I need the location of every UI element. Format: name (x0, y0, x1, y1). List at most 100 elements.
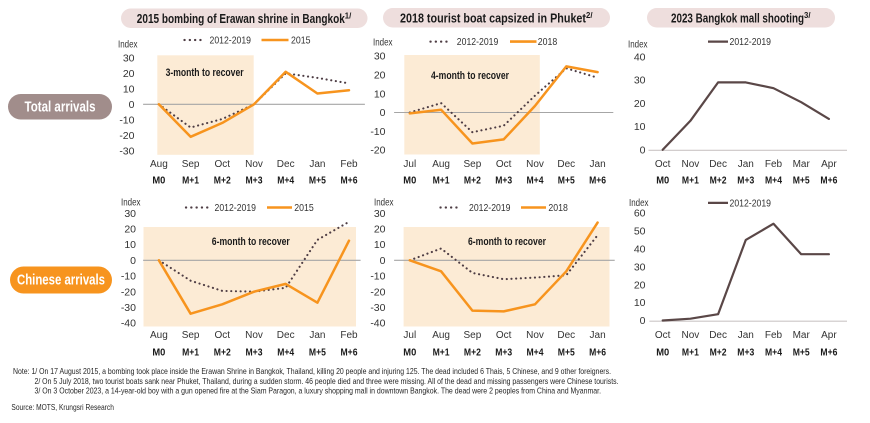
svg-text:M+6: M+6 (589, 175, 606, 187)
svg-text:M0: M0 (656, 175, 669, 187)
svg-text:-30: -30 (121, 302, 136, 314)
svg-text:30: 30 (374, 51, 386, 63)
svg-text:3/: 3/ (804, 11, 811, 20)
svg-text:M+4: M+4 (527, 347, 544, 359)
svg-text:Index: Index (628, 39, 648, 51)
svg-text:Aug: Aug (432, 330, 450, 341)
svg-text:20: 20 (374, 224, 386, 236)
svg-text:Sep: Sep (182, 159, 200, 170)
svg-text:3-month to recover: 3-month to recover (166, 67, 245, 79)
svg-text:10: 10 (123, 83, 135, 95)
svg-text:Nov: Nov (682, 330, 700, 341)
svg-text:-40: -40 (121, 318, 136, 330)
svg-text:Oct: Oct (655, 330, 671, 341)
svg-text:Sep: Sep (182, 330, 200, 341)
svg-text:M+3: M+3 (246, 175, 263, 187)
svg-text:Dec: Dec (557, 159, 575, 170)
svg-text:M+4: M+4 (527, 175, 544, 187)
svg-text:M+6: M+6 (589, 347, 606, 359)
svg-text:M0: M0 (656, 347, 669, 359)
svg-text:M+5: M+5 (309, 347, 326, 359)
svg-text:20: 20 (374, 70, 386, 82)
svg-text:30: 30 (123, 52, 135, 64)
svg-text:M+1: M+1 (433, 175, 450, 187)
svg-text:Dec: Dec (277, 330, 295, 341)
svg-text:-30: -30 (370, 302, 385, 314)
svg-text:Nov: Nov (245, 330, 263, 341)
svg-text:Sep: Sep (464, 159, 482, 170)
svg-text:2012-2019: 2012-2019 (457, 36, 499, 48)
svg-text:M+3: M+3 (246, 347, 263, 359)
svg-text:Dec: Dec (709, 330, 727, 341)
svg-text:20: 20 (634, 98, 646, 110)
svg-text:M+3: M+3 (495, 175, 512, 187)
svg-text:2023 Bangkok mall shooting: 2023 Bangkok mall shooting (671, 10, 804, 25)
svg-text:Jan: Jan (590, 330, 606, 341)
svg-text:Dec: Dec (709, 159, 727, 170)
svg-text:Aug: Aug (432, 159, 450, 170)
svg-text:Index: Index (118, 39, 138, 51)
svg-text:M+5: M+5 (793, 347, 810, 359)
svg-text:Dec: Dec (277, 159, 295, 170)
svg-text:2012-2019: 2012-2019 (215, 202, 257, 214)
svg-text:-10: -10 (370, 271, 385, 283)
svg-text:Jan: Jan (309, 159, 325, 170)
svg-text:M0: M0 (403, 175, 416, 187)
svg-text:40: 40 (634, 243, 646, 255)
svg-text:M+6: M+6 (820, 347, 837, 359)
svg-text:M+2: M+2 (464, 347, 481, 359)
svg-text:M+3: M+3 (737, 347, 754, 359)
svg-text:Jan: Jan (738, 330, 754, 341)
svg-text:Nov: Nov (682, 159, 700, 170)
svg-text:-20: -20 (370, 145, 385, 157)
svg-text:M+6: M+6 (341, 175, 358, 187)
svg-text:-30: -30 (119, 145, 134, 157)
svg-text:M+2: M+2 (464, 175, 481, 187)
svg-text:M+1: M+1 (682, 175, 699, 187)
svg-text:Nov: Nov (245, 159, 263, 170)
svg-text:20: 20 (123, 68, 135, 80)
svg-text:M+2: M+2 (710, 175, 727, 187)
svg-text:2015 bombing of Erawan shrine: 2015 bombing of Erawan shrine in Bangkok (137, 11, 346, 26)
svg-text:M+4: M+4 (277, 347, 294, 359)
svg-text:30: 30 (634, 75, 646, 87)
svg-text:Feb: Feb (340, 330, 358, 341)
svg-text:Apr: Apr (821, 159, 837, 170)
svg-text:Source: MOTS, Krungsri Researc: Source: MOTS, Krungsri Research (11, 402, 114, 412)
svg-text:M+1: M+1 (182, 347, 199, 359)
svg-text:60: 60 (634, 208, 646, 220)
svg-text:2015: 2015 (291, 35, 311, 47)
svg-text:3/ On 3 October 2023, a 14-yea: 3/ On 3 October 2023, a 14-year-old boy … (35, 386, 602, 396)
svg-text:Jan: Jan (590, 159, 606, 170)
svg-text:2012-2019: 2012-2019 (210, 35, 252, 47)
svg-text:M0: M0 (403, 347, 416, 359)
svg-text:M+3: M+3 (737, 175, 754, 187)
svg-text:M+6: M+6 (820, 175, 837, 187)
svg-text:Jan: Jan (738, 159, 754, 170)
svg-text:2012-2019: 2012-2019 (469, 202, 511, 214)
svg-text:2018: 2018 (548, 202, 568, 214)
svg-text:4-month to recover: 4-month to recover (431, 70, 510, 82)
svg-text:10: 10 (374, 239, 386, 251)
svg-text:Chinese arrivals: Chinese arrivals (17, 273, 105, 289)
svg-text:0: 0 (130, 255, 136, 267)
svg-text:Jul: Jul (403, 159, 416, 170)
svg-text:6-month to recover: 6-month to recover (468, 236, 547, 248)
svg-text:M+5: M+5 (558, 347, 575, 359)
svg-text:M0: M0 (152, 347, 165, 359)
svg-text:M0: M0 (152, 175, 165, 187)
svg-text:10: 10 (634, 121, 646, 133)
svg-text:2018: 2018 (538, 36, 558, 48)
svg-text:Index: Index (629, 197, 649, 209)
svg-text:M+2: M+2 (214, 347, 231, 359)
svg-text:M+2: M+2 (214, 175, 231, 187)
svg-text:M+5: M+5 (558, 175, 575, 187)
svg-text:10: 10 (374, 88, 386, 100)
svg-text:Note: 1/ On 17 August 2015, a: Note: 1/ On 17 August 2015, a bombing to… (13, 366, 611, 376)
svg-text:0: 0 (640, 144, 646, 156)
svg-text:40: 40 (634, 52, 646, 64)
svg-text:Index: Index (121, 197, 141, 209)
svg-text:M+4: M+4 (277, 175, 294, 187)
svg-text:Mar: Mar (793, 159, 811, 170)
svg-text:30: 30 (124, 208, 136, 220)
